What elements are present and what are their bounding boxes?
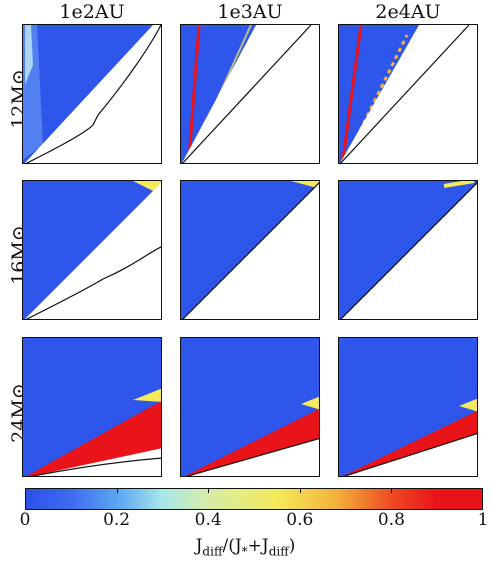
heatmap-panel-2-2 (180, 180, 320, 320)
colorbar-tick-label: 0.6 (286, 510, 314, 530)
colorbar-tick-label: 1 (477, 510, 489, 530)
column-title-3: 2e4AU (375, 1, 441, 23)
colorbar-label: Jdiff/(J*+Jdiff) (195, 536, 296, 559)
heatmap-panel-1-1 (22, 24, 162, 164)
column-title-2: 1e3AU (217, 1, 283, 23)
colorbar-tick-mark (208, 488, 210, 493)
heatmap-panel-2-1 (22, 180, 162, 320)
heatmap-panel-1-2 (180, 24, 320, 164)
colorbar-tick-mark (391, 488, 393, 493)
colorbar (25, 488, 483, 510)
colorbar-tick-label: 0.8 (377, 510, 405, 530)
colorbar-tick-label: 0.2 (103, 510, 131, 530)
column-title-1: 1e2AU (59, 1, 125, 23)
heatmap-panel-1-3 (338, 24, 478, 164)
heatmap-panel-3-1 (22, 337, 162, 477)
heatmap-panel-3-2 (180, 337, 320, 477)
heatmap-panel-3-3 (338, 337, 478, 477)
heatmap-panel-2-3 (338, 180, 478, 320)
colorbar-tick-label: 0.4 (194, 510, 222, 530)
colorbar-tick-label: 0 (19, 510, 31, 530)
colorbar-tick-mark (299, 488, 301, 493)
colorbar-tick-mark (116, 488, 118, 493)
